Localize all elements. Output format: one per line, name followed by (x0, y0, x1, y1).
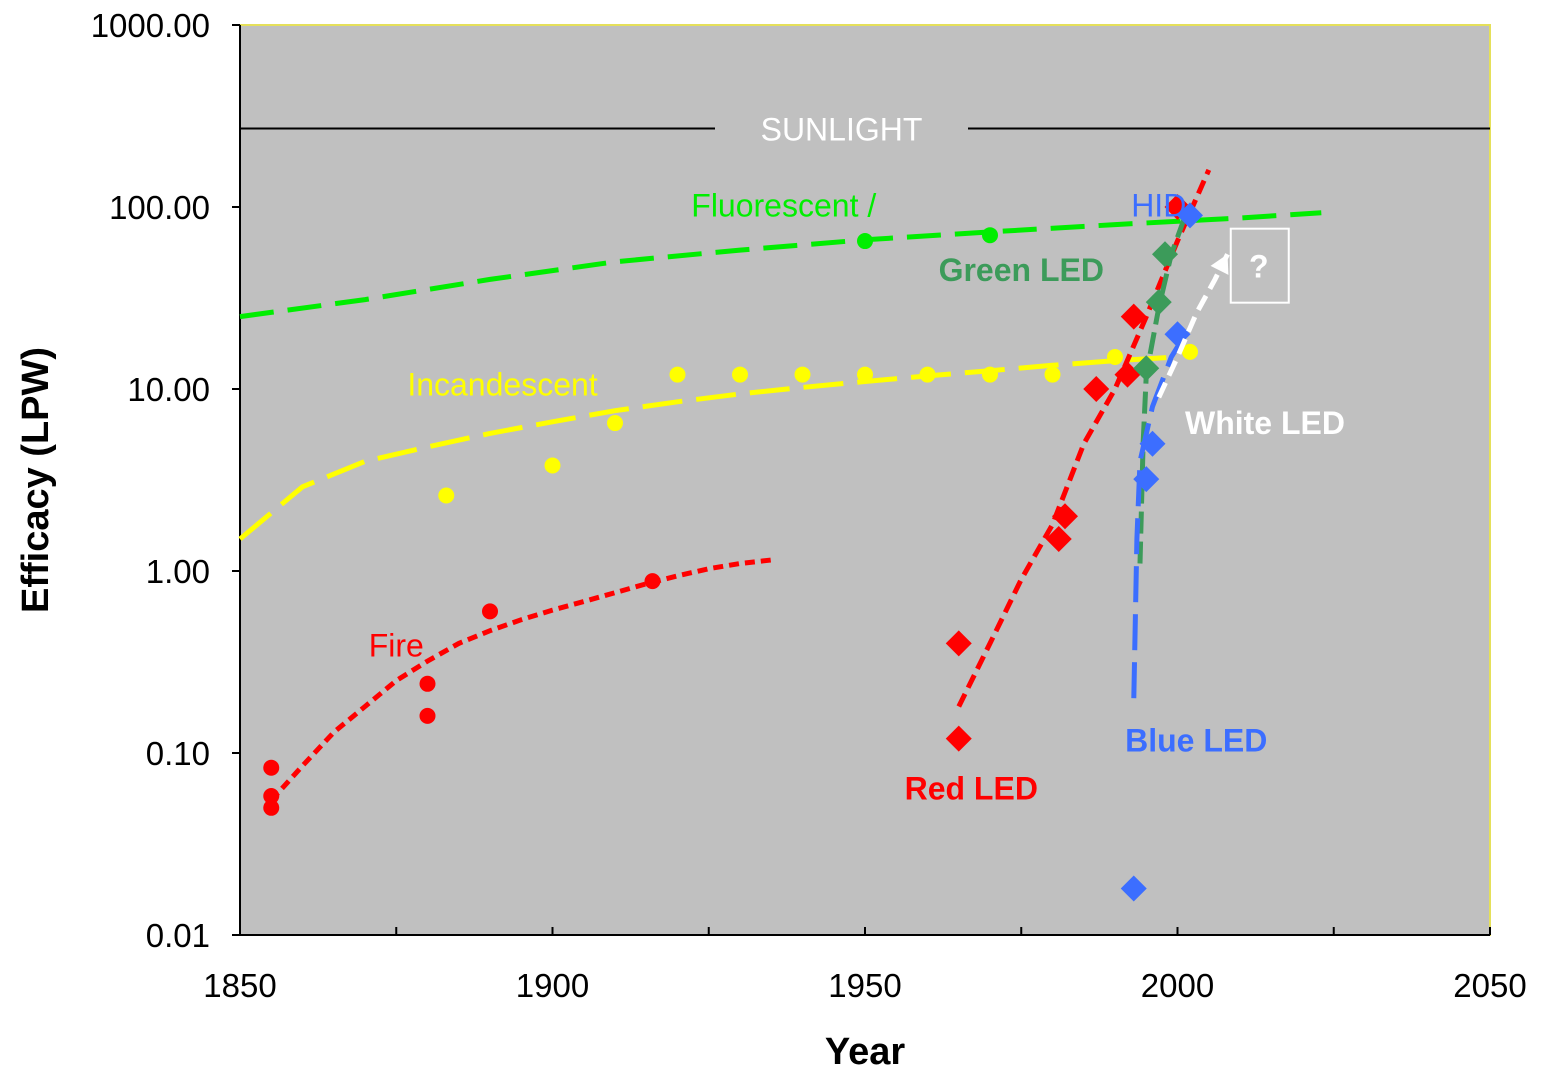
incandescent-point (1044, 366, 1061, 383)
annotation-fluorescent: Fluorescent / (691, 187, 876, 223)
annotation-white-led: White LED (1185, 405, 1345, 441)
incandescent-point (438, 487, 455, 504)
y-axis-title: Efficacy (LPW) (15, 347, 57, 613)
incandescent-point (1182, 343, 1198, 360)
annotation-blue-led: Blue LED (1125, 723, 1267, 759)
incandescent-point (544, 457, 561, 474)
plot-area (239, 24, 1491, 936)
incandescent-point (732, 366, 748, 383)
y-tick-label: 0.10 (146, 735, 210, 772)
x-tick-label: 2000 (1141, 967, 1214, 1004)
green-led-point (1133, 355, 1160, 382)
white-led-arrowhead (1210, 254, 1229, 275)
red-led-point (1052, 503, 1078, 530)
red-led-trend-line (956, 168, 1212, 708)
fluorescent-hid-point (982, 227, 998, 244)
annotation-hid: HID (1131, 187, 1186, 223)
red-led-point (945, 725, 972, 752)
white-led-trend-line (1156, 253, 1230, 399)
y-tick-label: 1000.00 (91, 7, 210, 44)
y-tick-label: 0.01 (146, 917, 210, 954)
blue-led-trend-line (1131, 325, 1193, 699)
green-led-point (1145, 289, 1172, 316)
incandescent-point (607, 415, 623, 432)
annotation-red-led: Red LED (905, 770, 1038, 806)
y-tick-label: 1.00 (146, 553, 210, 590)
blue-led-point (1139, 430, 1166, 457)
y-tick-label: 10.00 (127, 371, 210, 408)
annotation-green-led: Green LED (939, 252, 1104, 288)
fire-point (419, 675, 436, 692)
annotation-incandescent: Incandescent (407, 366, 597, 402)
fire-point (482, 603, 498, 620)
x-tick-label: 1950 (828, 967, 901, 1004)
y-tick-label: 100.00 (109, 189, 210, 226)
x-axis-title: Year (825, 1031, 906, 1073)
sunlight-label: SUNLIGHT (761, 111, 923, 147)
red-led-point (945, 630, 972, 657)
blue-led-point (1177, 202, 1203, 229)
fire-point (644, 573, 661, 590)
fluorescent-hid-point (857, 233, 873, 250)
fire-point (263, 799, 280, 816)
incandescent-point (1107, 348, 1123, 365)
x-tick-label: 1900 (516, 967, 589, 1004)
green-led-point (1152, 241, 1178, 268)
incandescent-point (857, 366, 873, 383)
incandescent-point (982, 366, 998, 383)
fire-trend-line (269, 557, 772, 802)
incandescent-point (794, 366, 811, 383)
fire-point (263, 788, 280, 805)
x-tick-label: 1850 (203, 967, 276, 1004)
red-led-point (1120, 303, 1147, 330)
incandescent-point (919, 366, 936, 383)
fire-point (419, 707, 436, 724)
red-led-point (1083, 376, 1110, 402)
blue-led-point (1120, 875, 1147, 902)
annotation-fire: Fire (369, 627, 424, 663)
incandescent-trend-line (238, 354, 1178, 541)
fire-point (263, 759, 280, 776)
fluorescent-hid-trend-line (239, 210, 1322, 320)
red-led-point (1045, 525, 1072, 552)
incandescent-point (669, 366, 686, 383)
green-led-trend-line (1137, 218, 1187, 564)
question-box (1229, 227, 1290, 304)
blue-led-point (1133, 466, 1160, 493)
x-tick-label: 2050 (1453, 967, 1526, 1004)
annotation-question-mark: ? (1249, 249, 1269, 285)
